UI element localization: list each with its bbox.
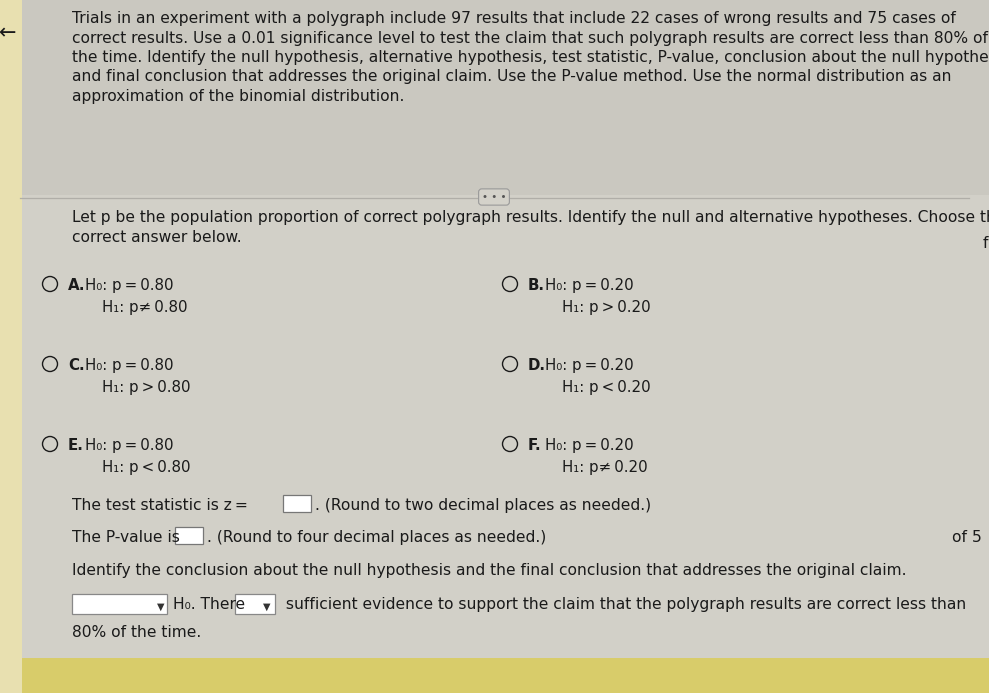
Bar xyxy=(72,594,167,614)
Bar xyxy=(175,527,203,544)
Bar xyxy=(235,594,275,614)
Text: H₀: p = 0.80: H₀: p = 0.80 xyxy=(85,438,173,453)
Text: H₀: p = 0.20: H₀: p = 0.20 xyxy=(545,278,634,293)
Text: Trials in an experiment with a polygraph include 97 results that include 22 case: Trials in an experiment with a polygraph… xyxy=(72,11,956,26)
Text: and final conclusion that addresses the original claim. Use the P-value method. : and final conclusion that addresses the … xyxy=(72,69,951,85)
Text: of 5: of 5 xyxy=(952,530,982,545)
Text: H₁: p < 0.20: H₁: p < 0.20 xyxy=(562,380,651,395)
Text: 80% of the time.: 80% of the time. xyxy=(72,625,201,640)
Text: ▼: ▼ xyxy=(157,602,164,612)
Bar xyxy=(0,0,989,195)
Text: C.: C. xyxy=(68,358,85,373)
Text: H₀: p = 0.20: H₀: p = 0.20 xyxy=(545,438,634,453)
Text: H₀: p = 0.20: H₀: p = 0.20 xyxy=(545,358,634,373)
Text: • • •: • • • xyxy=(482,192,506,202)
Text: approximation of the binomial distribution.: approximation of the binomial distributi… xyxy=(72,89,405,104)
Text: . (Round to two decimal places as needed.): . (Round to two decimal places as needed… xyxy=(315,498,651,513)
Text: H₀. There: H₀. There xyxy=(173,597,245,612)
Text: sufficient evidence to support the claim that the polygraph results are correct : sufficient evidence to support the claim… xyxy=(281,597,966,612)
Text: E.: E. xyxy=(68,438,84,453)
Text: F.: F. xyxy=(528,438,542,453)
Text: ←: ← xyxy=(0,23,17,43)
Text: H₀: p = 0.80: H₀: p = 0.80 xyxy=(85,358,173,373)
Text: H₁: p > 0.80: H₁: p > 0.80 xyxy=(102,380,191,395)
Text: the time. Identify the null hypothesis, alternative hypothesis, test statistic, : the time. Identify the null hypothesis, … xyxy=(72,50,989,65)
Text: ▼: ▼ xyxy=(263,602,271,612)
Text: H₁: p≠ 0.80: H₁: p≠ 0.80 xyxy=(102,300,188,315)
Bar xyxy=(22,658,989,693)
Text: f: f xyxy=(982,236,988,251)
Text: . (Round to four decimal places as needed.): . (Round to four decimal places as neede… xyxy=(207,530,546,545)
Text: The test statistic is z =: The test statistic is z = xyxy=(72,498,248,513)
Bar xyxy=(0,0,22,693)
Text: H₁: p > 0.20: H₁: p > 0.20 xyxy=(562,300,651,315)
Text: The P-value is: The P-value is xyxy=(72,530,180,545)
Text: B.: B. xyxy=(528,278,545,293)
Bar xyxy=(283,495,311,512)
Text: correct answer below.: correct answer below. xyxy=(72,229,241,245)
Text: Identify the conclusion about the null hypothesis and the final conclusion that : Identify the conclusion about the null h… xyxy=(72,563,907,578)
Text: Let p be the population proportion of correct polygraph results. Identify the nu: Let p be the population proportion of co… xyxy=(72,210,989,225)
Text: A.: A. xyxy=(68,278,85,293)
Text: H₁: p < 0.80: H₁: p < 0.80 xyxy=(102,460,191,475)
Text: correct results. Use a 0.01 significance level to test the claim that such polyg: correct results. Use a 0.01 significance… xyxy=(72,30,988,46)
Text: H₀: p = 0.80: H₀: p = 0.80 xyxy=(85,278,173,293)
Text: D.: D. xyxy=(528,358,546,373)
Text: H₁: p≠ 0.20: H₁: p≠ 0.20 xyxy=(562,460,648,475)
